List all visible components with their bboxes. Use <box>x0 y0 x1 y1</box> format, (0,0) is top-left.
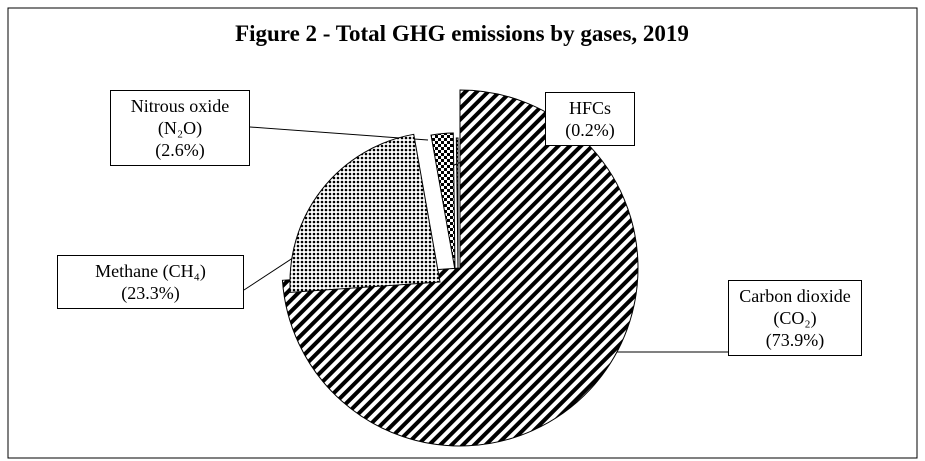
value-label: (2.6%) <box>155 140 205 160</box>
category-label: Carbon dioxide (CO₂) <box>739 286 851 328</box>
category-label: HFCs <box>568 98 612 118</box>
slice-label: Methane (CH₄) (23.3%) <box>57 255 244 309</box>
value-label: (23.3%) <box>121 283 180 303</box>
category-label: Nitrous oxide (N₂O) <box>130 96 230 138</box>
slice-label: HFCs (0.2%) <box>545 92 635 146</box>
slice-label: Nitrous oxide (N₂O) (2.6%) <box>110 90 250 166</box>
category-label: Methane (CH₄) <box>95 261 206 281</box>
pie-slice <box>430 132 456 271</box>
chart-title: Figure 2 - Total GHG emissions by gases,… <box>235 21 689 46</box>
pie-slice <box>455 137 459 271</box>
slice-label: Carbon dioxide (CO₂) (73.9%) <box>728 280 862 356</box>
value-label: (73.9%) <box>765 330 825 350</box>
pie-slice <box>289 133 441 293</box>
value-label: (0.2%) <box>565 120 615 140</box>
frame <box>7 7 918 459</box>
